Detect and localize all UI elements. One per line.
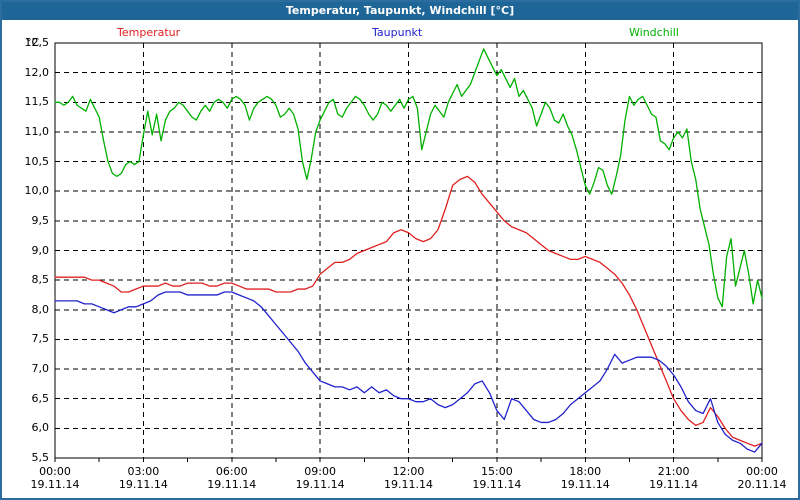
y-axis-tick-label: 8,5 xyxy=(31,273,50,287)
data-series xyxy=(54,48,763,453)
y-axis-tick-label: 6,0 xyxy=(31,421,50,435)
x-tick-time: 12:00 xyxy=(392,465,425,478)
x-tick-time: 21:00 xyxy=(657,465,690,478)
y-axis-tick-label: 10,5 xyxy=(24,154,50,168)
y-axis-tick-label: 12,0 xyxy=(24,65,50,79)
x-tick-time: 03:00 xyxy=(127,465,160,478)
x-tick-date: 19.11.14 xyxy=(384,478,433,491)
y-axis-tick-label: 11,5 xyxy=(24,95,50,109)
x-axis-tick-label: 12:00 19.11.14 xyxy=(374,465,444,491)
x-tick-time: 00:00 xyxy=(39,465,71,478)
x-axis-tick-label: 09:00 19.11.14 xyxy=(285,465,355,491)
x-tick-date: 19.11.14 xyxy=(649,478,699,491)
x-tick-time: 15:00 xyxy=(481,465,513,478)
axis-ticks xyxy=(54,458,763,462)
window-title: Temperatur, Taupunkt, Windchill [°C] xyxy=(2,2,798,20)
series-line-taupunkt xyxy=(54,291,763,453)
x-tick-time: 00:00 xyxy=(746,465,778,478)
x-axis-tick-label: 00:00 20.11.14 xyxy=(727,465,797,491)
x-tick-date: 19.11.14 xyxy=(30,478,80,491)
y-axis-tick-label: 6,5 xyxy=(31,391,50,405)
x-tick-date: 19.11.14 xyxy=(118,478,168,491)
x-axis-tick-label: 18:00 19.11.14 xyxy=(550,465,620,491)
legend-item-taupunkt: Taupunkt xyxy=(372,26,423,39)
y-axis-tick-label: 10,0 xyxy=(24,184,50,198)
x-tick-date: 19.11.14 xyxy=(560,478,610,491)
series-line-temperatur xyxy=(54,175,763,447)
x-tick-date: 19.11.14 xyxy=(472,478,522,491)
x-axis-tick-label: 06:00 19.11.14 xyxy=(197,465,267,491)
x-tick-time: 09:00 xyxy=(304,465,336,478)
x-tick-date: 19.11.14 xyxy=(207,478,257,491)
y-axis-tick-label: 7,0 xyxy=(31,362,50,376)
chart-area: Temperatur Taupunkt Windchill °C 12,5 12,… xyxy=(2,20,798,498)
plot-frame xyxy=(54,42,763,459)
y-axis-tick-label: 9,0 xyxy=(31,243,50,257)
x-axis-tick-label: 21:00 19.11.14 xyxy=(639,465,709,491)
plot-canvas xyxy=(54,42,763,462)
legend-item-windchill: Windchill xyxy=(629,26,679,39)
gridlines xyxy=(55,42,762,458)
x-tick-time: 06:00 xyxy=(215,465,248,478)
legend-item-temperatur: Temperatur xyxy=(117,26,181,39)
y-axis-unit-label: °C xyxy=(26,36,40,49)
y-axis-tick-label: 9,5 xyxy=(31,213,50,227)
y-axis-tick-label: 5,5 xyxy=(31,451,50,464)
y-axis-tick-label: 11,0 xyxy=(24,124,50,138)
x-tick-date: 20.11.14 xyxy=(737,478,787,491)
y-axis-tick-label: 12,5 xyxy=(24,36,50,49)
x-tick-date: 19.11.14 xyxy=(295,478,345,491)
y-axis-tick-label: 8,0 xyxy=(31,302,50,316)
x-tick-time: 18:00 xyxy=(569,465,602,478)
x-axis-tick-label: 03:00 19.11.14 xyxy=(108,465,178,491)
x-axis-tick-label: 00:00 19.11.14 xyxy=(20,465,90,491)
series-line-windchill xyxy=(54,48,763,308)
y-axis-tick-label: 7,5 xyxy=(31,332,50,346)
x-axis-tick-label: 15:00 19.11.14 xyxy=(462,465,532,491)
